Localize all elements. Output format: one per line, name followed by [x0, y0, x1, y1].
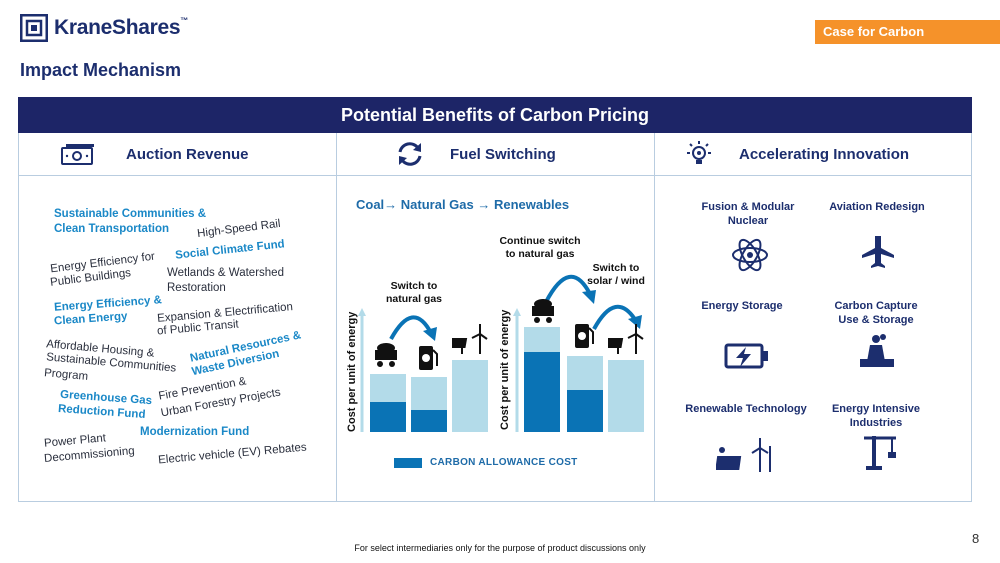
column-divider: [336, 133, 337, 502]
innovation-label: Fusion & Modular Nuclear: [701, 201, 795, 227]
note-continue-switch: Continue switch to natural gas: [499, 235, 581, 260]
battery-icon: [724, 343, 768, 369]
carbon-cost-bar: [524, 352, 560, 432]
curved-arrow-icon: [389, 315, 437, 341]
auction-item: Clean Transportation: [54, 223, 170, 235]
atom-icon: [732, 238, 768, 272]
carbon-cost-bar: [370, 402, 406, 432]
fuel-switch-title: Coal→ Natural Gas → Renewables: [356, 197, 570, 212]
column-header-label: Fuel Switching: [450, 145, 556, 163]
money-icon: [61, 144, 94, 165]
refresh-icon: [398, 142, 422, 166]
airplane-icon: [862, 236, 894, 268]
page-number: 8: [972, 531, 980, 546]
legend-swatch: [394, 458, 422, 468]
banner-title: Potential Benefits of Carbon Pricing: [18, 97, 972, 133]
column-header-label: Accelerating Innovation: [739, 145, 910, 163]
cost-bar: [452, 360, 488, 432]
curved-arrow-icon: [544, 274, 596, 304]
brand-name: KraneShares™: [54, 16, 188, 39]
note-switch-natural-gas: Switch to natural gas: [385, 280, 443, 305]
auction-item: Modernization Fund: [140, 426, 250, 438]
column-header-fuel: Fuel Switching: [395, 133, 556, 175]
y-axis-arrow-left: [358, 308, 366, 432]
section-tag: Case for Carbon: [815, 20, 1000, 44]
brand-logo: KraneShares™: [20, 14, 188, 42]
legend-label: CARBON ALLOWANCE COST: [430, 457, 578, 468]
solar-wind-icon: [452, 324, 488, 354]
lightbulb-icon: [687, 141, 711, 164]
solar-wind-icon: [716, 438, 771, 472]
curved-arrow-icon: [592, 304, 642, 330]
page-title: Impact Mechanism: [20, 60, 182, 80]
column-header-innovation: Accelerating Innovation: [684, 133, 909, 175]
crane-icon: [864, 436, 896, 470]
column-header-auction: Auction Revenue: [60, 133, 249, 175]
y-axis-label-right: Cost per unit of energy: [499, 309, 511, 430]
y-axis-arrow-right: [513, 308, 521, 432]
carbon-cost-bar: [411, 410, 447, 432]
coal-cart-icon: [375, 343, 397, 367]
footer-disclaimer: For select intermediaries only for the p…: [354, 543, 646, 553]
factory-icon: [860, 334, 894, 367]
gas-pump-icon: [575, 324, 594, 348]
auction-item: Sustainable Communities &: [54, 208, 207, 220]
cost-bar: [608, 360, 644, 432]
gas-pump-icon: [419, 346, 438, 370]
auction-item: Wetlands & Watershed: [167, 267, 284, 279]
innovation-label: Energy Intensive Industries: [831, 403, 921, 429]
y-axis-label-left: Cost per unit of energy: [346, 311, 358, 432]
innovation-label: Renewable Technology: [685, 403, 807, 415]
logo-mark-icon: [20, 14, 48, 42]
solar-wind-icon: [608, 324, 644, 354]
innovation-label: Aviation Redesign: [829, 201, 925, 213]
column-divider: [654, 133, 655, 502]
note-switch-solar-wind: Switch to solar / wind: [587, 262, 645, 287]
coal-cart-icon: [532, 299, 554, 323]
auction-item: Restoration: [167, 282, 226, 294]
column-header-label: Auction Revenue: [126, 145, 249, 163]
carbon-cost-bar: [567, 390, 603, 432]
header-divider: [18, 175, 972, 176]
innovation-label: Carbon Capture Use & Storage: [834, 300, 918, 326]
innovation-label: Energy Storage: [701, 300, 783, 312]
